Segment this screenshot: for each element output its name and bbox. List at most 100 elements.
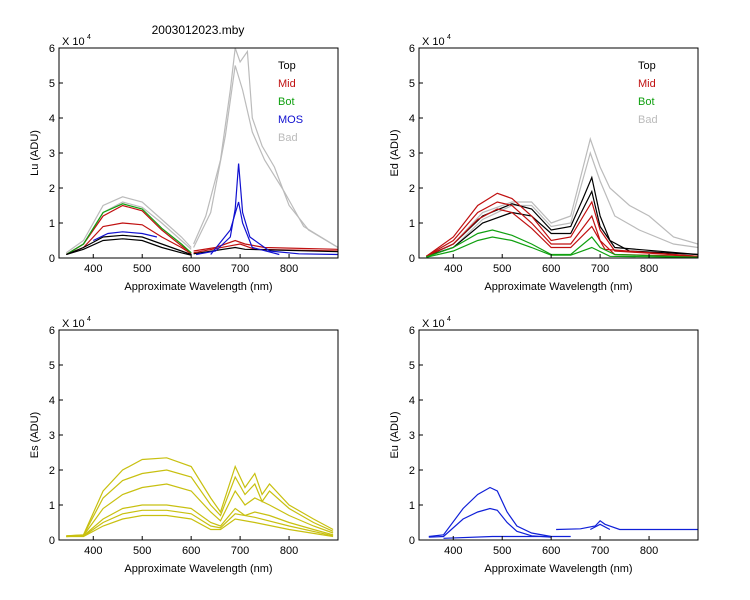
x-tick-label: 800	[640, 263, 658, 275]
series-line-bad	[426, 151, 698, 257]
y-tick-label: 5	[409, 360, 415, 372]
series-line-eu	[443, 535, 571, 539]
y-tick-label: 4	[409, 395, 415, 407]
x-tick-label: 600	[182, 545, 200, 557]
x-tick-label: 400	[84, 263, 102, 275]
y-axis-label: Eu (ADU)	[389, 411, 401, 458]
y-tick-label: 0	[409, 535, 415, 547]
legend-entry-bot: Bot	[278, 96, 295, 108]
y-tick-label: 2	[49, 183, 55, 195]
y-axis-label: Lu (ADU)	[29, 130, 41, 176]
y-tick-label: 4	[409, 113, 415, 125]
series-group	[428, 486, 698, 539]
y-exponent-power: 4	[447, 316, 451, 323]
series-line-mid	[193, 239, 338, 252]
series-group	[66, 457, 334, 538]
x-tick-label: 700	[591, 545, 609, 557]
x-tick-label: 500	[493, 545, 511, 557]
series-line-eu	[428, 486, 552, 538]
series-line-mid	[66, 222, 192, 256]
series-line-mid	[426, 208, 698, 257]
x-tick-label: 400	[84, 545, 102, 557]
y-exponent-power: 4	[447, 34, 451, 41]
y-tick-label: 6	[409, 325, 415, 337]
y-tick-label: 3	[49, 430, 55, 442]
y-exponent-label: X 10	[422, 318, 445, 330]
legend-entry-mos: MOS	[278, 114, 303, 126]
y-exponent-label: X 10	[62, 36, 85, 48]
series-line-bot	[65, 203, 192, 256]
x-tick-label: 700	[231, 263, 249, 275]
series-group	[65, 48, 338, 256]
y-tick-label: 5	[409, 78, 415, 90]
y-tick-label: 1	[409, 218, 415, 230]
x-tick-label: 700	[231, 545, 249, 557]
series-line-mos	[195, 163, 338, 256]
series-line-mos	[210, 201, 280, 256]
x-tick-label: 600	[542, 263, 560, 275]
y-tick-label: 1	[49, 500, 55, 512]
y-tick-label: 6	[49, 43, 55, 55]
y-tick-label: 3	[409, 430, 415, 442]
y-tick-label: 6	[409, 43, 415, 55]
x-tick-label: 600	[182, 263, 200, 275]
y-axis-label: Es (ADU)	[29, 412, 41, 458]
y-tick-label: 0	[49, 253, 55, 265]
y-exponent-power: 4	[87, 316, 91, 323]
y-axis-label: Ed (ADU)	[389, 129, 401, 176]
series-line-mid	[425, 201, 698, 257]
y-tick-label: 2	[409, 465, 415, 477]
y-exponent-label: X 10	[62, 318, 85, 330]
series-line-bot	[426, 229, 698, 258]
x-tick-label: 800	[640, 545, 658, 557]
y-tick-label: 4	[49, 113, 55, 125]
y-tick-label: 1	[49, 218, 55, 230]
series-line-top	[66, 238, 192, 256]
y-tick-label: 3	[49, 148, 55, 160]
series-group	[425, 136, 698, 258]
y-tick-label: 2	[409, 183, 415, 195]
series-line-es	[66, 483, 334, 538]
y-tick-label: 0	[409, 253, 415, 265]
series-line-bot	[426, 236, 698, 258]
plot-frame	[58, 47, 339, 259]
series-line-top	[426, 189, 698, 257]
legend-entry-bad: Bad	[638, 114, 658, 126]
series-line-eu	[590, 523, 611, 531]
x-tick-label: 500	[133, 263, 151, 275]
y-tick-label: 1	[409, 500, 415, 512]
series-line-eu	[428, 507, 552, 538]
series-line-es	[66, 469, 334, 537]
figure-title: 2003012023.mby	[152, 23, 245, 37]
x-axis-label: Approximate Wavelength (nm)	[124, 563, 272, 575]
y-tick-label: 5	[49, 360, 55, 372]
y-tick-label: 3	[409, 148, 415, 160]
series-line-es	[66, 504, 334, 538]
series-line-bad	[193, 65, 338, 249]
x-axis-label: Approximate Wavelength (nm)	[124, 281, 272, 293]
x-tick-label: 600	[542, 545, 560, 557]
y-tick-label: 6	[49, 325, 55, 337]
x-tick-label: 800	[280, 545, 298, 557]
legend-entry-top: Top	[638, 60, 656, 72]
x-tick-label: 700	[591, 263, 609, 275]
x-tick-label: 500	[133, 545, 151, 557]
y-tick-label: 0	[49, 535, 55, 547]
y-exponent-label: X 10	[422, 36, 445, 48]
legend-entry-mid: Mid	[278, 78, 296, 90]
x-tick-label: 400	[444, 263, 462, 275]
series-line-es	[66, 457, 334, 537]
series-line-bad	[65, 196, 192, 254]
x-axis-label: Approximate Wavelength (nm)	[484, 281, 632, 293]
series-line-es	[66, 509, 334, 538]
x-tick-label: 800	[280, 263, 298, 275]
series-line-bad	[193, 48, 338, 249]
y-tick-label: 4	[49, 395, 55, 407]
y-exponent-power: 4	[87, 34, 91, 41]
series-line-bad	[426, 136, 698, 257]
plot-frame	[418, 329, 699, 541]
